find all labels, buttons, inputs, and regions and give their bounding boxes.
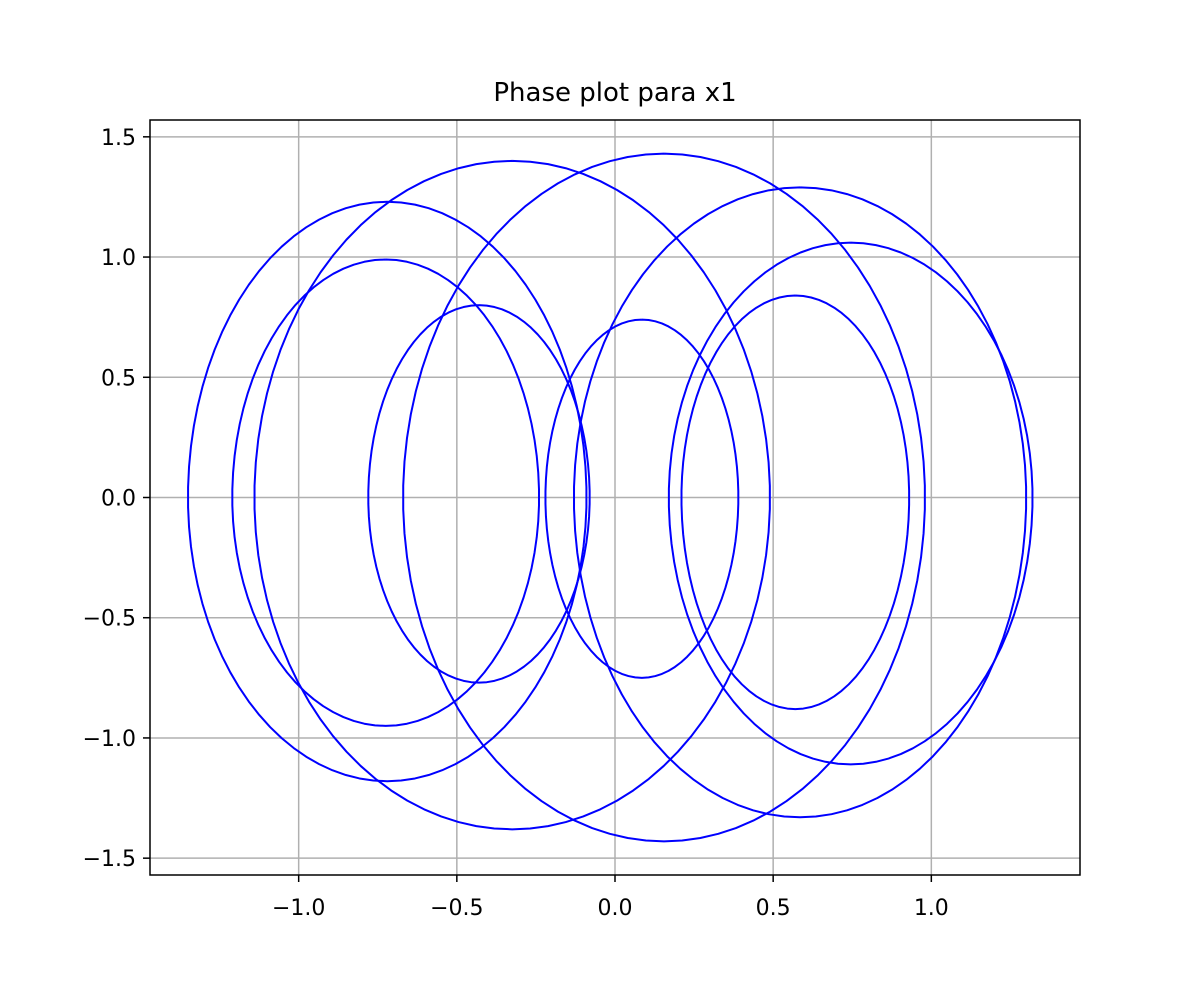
y-tick-label: 1.5 [101, 126, 136, 151]
series-x1 [187, 152, 1034, 843]
y-tick-label: −1.5 [83, 847, 136, 872]
trajectory-loop [367, 304, 591, 684]
trajectory-loop [402, 152, 926, 843]
x-tick-label: 0.5 [756, 896, 791, 921]
trajectory-loop [253, 159, 771, 831]
x-axis: −1.0 −0.5 0.0 0.5 1.0 [272, 875, 949, 921]
grid-lines [150, 120, 1080, 875]
y-tick-label: −1.0 [83, 727, 136, 752]
y-tick-label: 0.5 [101, 366, 136, 391]
x-tick-label: 0.0 [598, 896, 633, 921]
x-tick-label: −0.5 [430, 896, 483, 921]
y-tick-label: 1.0 [101, 246, 136, 271]
x-tick-label: −1.0 [272, 896, 325, 921]
y-axis: 1.5 1.0 0.5 0.0 −0.5 −1.0 −1.5 [83, 126, 150, 872]
y-tick-label: −0.5 [83, 607, 136, 632]
trajectory-loop [187, 200, 588, 783]
trajectory-loop [667, 241, 1034, 766]
y-tick-label: 0.0 [101, 487, 136, 512]
trajectory-loop [231, 258, 540, 727]
trajectory-loop [544, 318, 740, 679]
x-tick-label: 1.0 [914, 896, 949, 921]
chart-title: Phase plot para x1 [493, 78, 736, 108]
trajectory-loop [680, 294, 911, 711]
